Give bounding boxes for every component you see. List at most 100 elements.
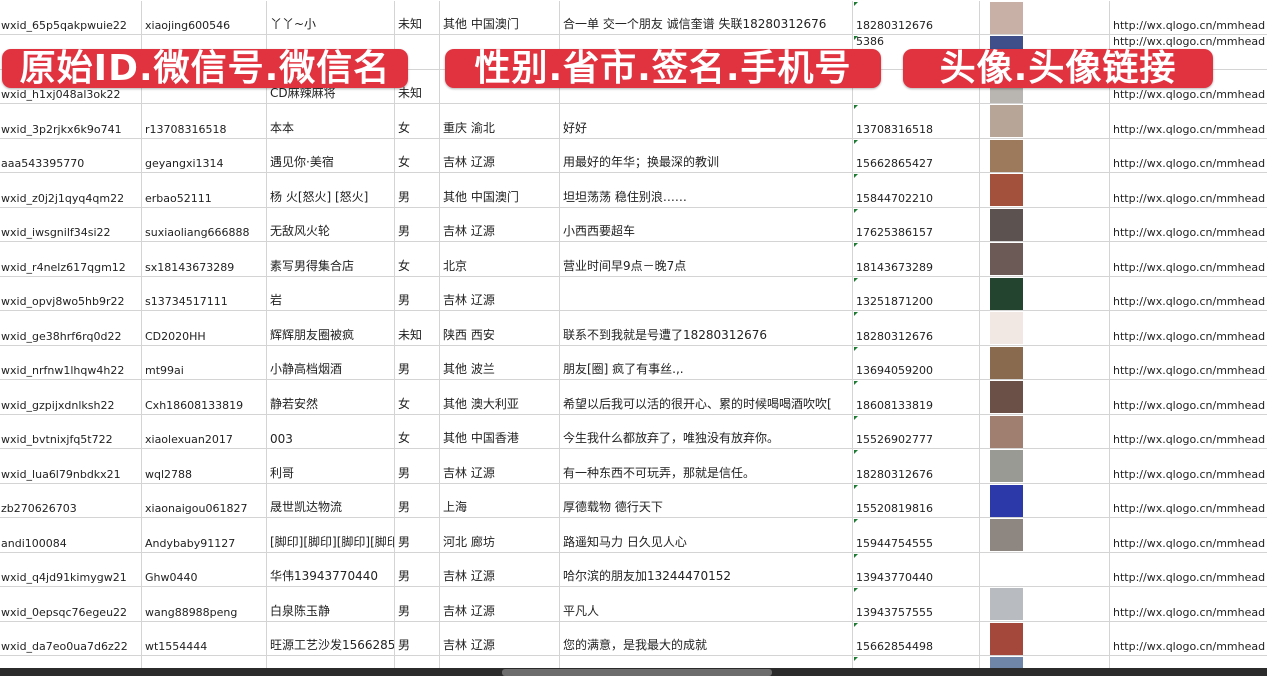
cell-original-id[interactable]: andi100084 [0,518,142,552]
cell-avatar-link[interactable]: http://wx.qlogo.cn/mmhead [1113,398,1266,412]
cell-phone[interactable]: 13694059200 [853,345,980,379]
cell-gender[interactable]: 男 [395,483,440,517]
cell-gender[interactable]: 未知 [395,311,440,345]
cell-signature[interactable]: 路遥知马力 日久见人心 [560,518,853,552]
cell-original-id[interactable]: wxid_3p2rjkx6k9o741 [0,104,142,138]
cell-wechat-name[interactable]: 003 [267,414,395,448]
cell-original-id[interactable]: wxid_nrfnw1lhqw4h22 [0,345,142,379]
cell-wechat-id[interactable]: Cxh18608133819 [142,380,267,414]
cell-avatar-link[interactable]: http://wx.qlogo.cn/mmhead [1113,191,1266,205]
cell-avatar[interactable] [980,656,1110,668]
cell-region[interactable] [440,656,560,668]
cell-region[interactable]: 陕西 西安 [440,311,560,345]
cell-wechat-id[interactable]: xiaonaigou061827 [142,483,267,517]
cell-avatar-link[interactable]: http://wx.qlogo.cn/mmhead [1113,571,1266,584]
cell-original-id[interactable]: wxid_z0j2j1qyq4qm22 [0,173,142,207]
cell-avatar[interactable] [980,0,1110,34]
cell-wechat-name[interactable]: 利哥 [267,449,395,483]
cell-avatar-link[interactable]: http://wx.qlogo.cn/mmhead [1113,329,1266,343]
cell-signature[interactable]: 希望以后我可以活的很开心、累的时候喝喝酒吹吹[ [560,380,853,414]
cell-gender[interactable]: 未知 [395,69,440,103]
cell-gender[interactable] [395,35,440,69]
cell-phone[interactable]: 15662854498 [853,621,980,655]
cell-wechat-name[interactable]: 无敌风火轮 [267,207,395,241]
cell-gender[interactable]: 女 [395,104,440,138]
cell-region[interactable]: 吉林 辽源 [440,587,560,621]
cell-original-id[interactable] [0,656,142,668]
cell-original-id[interactable]: wxid_da7eo0ua7d6z22 [0,621,142,655]
cell-wechat-id[interactable]: Andybaby91127 [142,518,267,552]
cell-avatar-link[interactable]: http://wx.qlogo.cn/mmhead [1113,226,1266,239]
cell-wechat-id[interactable]: mt99ai [142,345,267,379]
cell-original-id[interactable]: wxid_opvj8wo5hb9r22 [0,276,142,310]
cell-signature[interactable]: 厚德载物 德行天下 [560,483,853,517]
cell-original-id[interactable]: aaa543395770 [0,138,142,172]
cell-original-id[interactable]: wxid_0epsqc76egeu22 [0,587,142,621]
cell-avatar[interactable] [980,207,1110,241]
cell-avatar-link[interactable]: http://wx.qlogo.cn/mmhead [1113,467,1266,481]
cell-region[interactable]: 河北 廊坊 [440,518,560,552]
cell-original-id[interactable]: wxid_bvtnixjfq5t722 [0,414,142,448]
cell-original-id[interactable]: wxid_iwsgnilf34si22 [0,207,142,241]
cell-wechat-id[interactable]: wang88988peng [142,587,267,621]
cell-avatar-link[interactable]: http://wx.qlogo.cn/mmhead [1113,122,1266,136]
cell-avatar-link[interactable]: http://wx.qlogo.cn/mmhead [1113,433,1266,446]
cell-phone[interactable]: 13251871200 [853,276,980,310]
cell-avatar-link[interactable]: http://wx.qlogo.cn/mmhead [1113,295,1266,308]
cell-phone[interactable]: 13943757555 [853,587,980,621]
cell-wechat-name[interactable]: 杨 火[怒火] [怒火] [267,173,395,207]
cell-wechat-name[interactable]: 素写男得集合店 [267,242,395,276]
cell-avatar[interactable] [980,621,1110,655]
cell-gender[interactable]: 女 [395,414,440,448]
cell-avatar[interactable] [980,104,1110,138]
cell-gender[interactable]: 女 [395,138,440,172]
cell-region[interactable]: 吉林 辽源 [440,207,560,241]
cell-avatar[interactable] [980,138,1110,172]
cell-region[interactable]: 吉林 辽源 [440,449,560,483]
cell-avatar-link[interactable]: http://wx.qlogo.cn/mmhead [1113,605,1266,619]
cell-signature[interactable]: 联系不到我就是号遭了18280312676 [560,311,853,345]
cell-wechat-id[interactable]: suxiaoliang666888 [142,207,267,241]
cell-phone[interactable]: 18280312676 [853,449,980,483]
cell-wechat-name[interactable] [267,656,395,668]
cell-region[interactable]: 吉林 辽源 [440,621,560,655]
cell-signature[interactable]: 坦坦荡荡 稳住别浪…… [560,173,853,207]
cell-avatar[interactable] [980,173,1110,207]
cell-gender[interactable]: 男 [395,587,440,621]
cell-wechat-name[interactable]: 丫丫~小 [267,0,395,34]
cell-wechat-id[interactable]: xiaolexuan2017 [142,414,267,448]
cell-avatar[interactable] [980,483,1110,517]
cell-phone[interactable]: 13708316518 [853,104,980,138]
cell-avatar[interactable] [980,380,1110,414]
cell-original-id[interactable]: zb270626703 [0,483,142,517]
cell-signature[interactable]: 用最好的年华；换最深的教训 [560,138,853,172]
cell-signature[interactable]: 哈尔滨的朋友加13244470152 [560,552,853,586]
cell-signature[interactable]: 好好 [560,104,853,138]
cell-avatar-link[interactable]: http://wx.qlogo.cn/mmhead [1113,19,1266,32]
cell-avatar-link[interactable]: http://wx.qlogo.cn/mmhead [1113,260,1266,274]
scrollbar-thumb[interactable] [502,669,772,676]
cell-region[interactable]: 重庆 渝北 [440,104,560,138]
cell-avatar-link[interactable] [1110,656,1267,668]
cell-avatar-link[interactable]: http://wx.qlogo.cn/mmhead [1113,88,1266,101]
cell-gender[interactable]: 男 [395,449,440,483]
cell-avatar[interactable] [980,552,1110,586]
cell-signature[interactable]: 小西西要超车 [560,207,853,241]
cell-signature[interactable]: 今生我什么都放弃了，唯独没有放弃你。 [560,414,853,448]
cell-wechat-name[interactable]: [脚印][脚印][脚印][脚印] [267,518,395,552]
cell-region[interactable]: 其他 中国澳门 [440,0,560,34]
cell-gender[interactable]: 男 [395,552,440,586]
cell-phone[interactable] [853,656,980,668]
cell-region[interactable]: 上海 [440,483,560,517]
cell-gender[interactable]: 未知 [395,0,440,34]
cell-gender[interactable]: 男 [395,621,440,655]
cell-wechat-name[interactable]: 遇见你·美宿 [267,138,395,172]
cell-wechat-name[interactable]: 华伟13943770440 [267,552,395,586]
cell-wechat-id[interactable]: s13734517111 [142,276,267,310]
cell-signature[interactable]: 朋友[圈] 疯了有事丝.,. [560,345,853,379]
cell-signature[interactable] [560,656,853,668]
cell-avatar[interactable] [980,276,1110,310]
cell-wechat-id[interactable]: erbao52111 [142,173,267,207]
cell-original-id[interactable]: wxid_gzpijxdnlksh22 [0,380,142,414]
cell-phone[interactable]: 17625386157 [853,207,980,241]
